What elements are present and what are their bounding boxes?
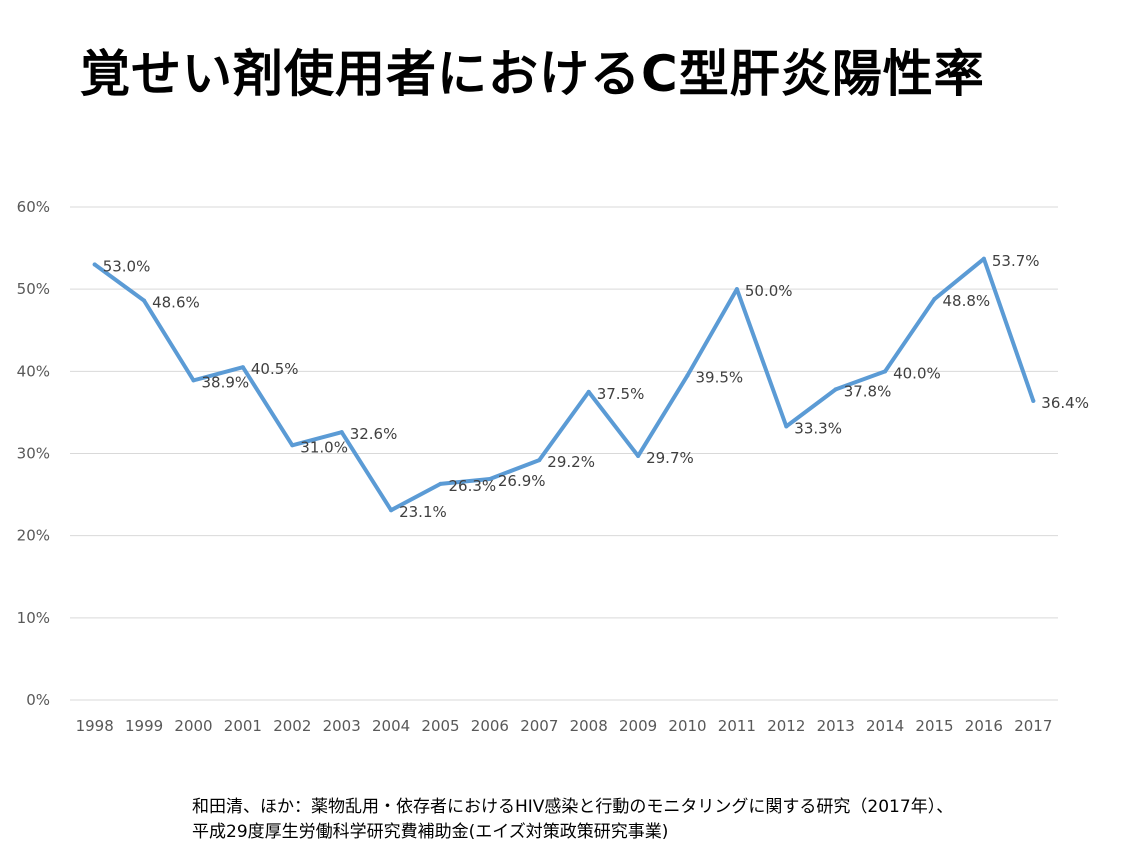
data-label: 40.5% [251, 360, 299, 378]
data-label: 32.6% [350, 425, 398, 443]
data-label: 50.0% [745, 282, 793, 300]
y-tick-label: 40% [17, 362, 50, 380]
y-axis-ticks: 0% 10% 20% 30% 40% 50% 60% [17, 198, 50, 709]
data-point [537, 458, 542, 463]
data-label: 23.1% [399, 503, 447, 521]
x-tick-label: 2015 [915, 717, 953, 735]
source-citation: 和田清、ほか：薬物乱用・依存者におけるHIV感染と行動のモニタリングに関する研究… [192, 795, 953, 845]
data-point [290, 443, 295, 448]
data-label: 26.9% [498, 472, 546, 490]
data-label: 29.7% [646, 449, 694, 467]
data-point [586, 389, 591, 394]
data-point [438, 481, 443, 486]
y-tick-label: 20% [17, 527, 50, 545]
x-axis-ticks: 1998 1999 2000 2001 2002 2003 2004 2005 2006 2007… [76, 717, 1053, 735]
data-label: 48.6% [152, 294, 200, 312]
data-label: 40.0% [893, 364, 941, 382]
x-tick-label: 2010 [668, 717, 706, 735]
data-label: 38.9% [202, 373, 250, 391]
y-tick-label: 30% [17, 445, 50, 463]
data-point [240, 365, 245, 370]
data-point [636, 453, 641, 458]
data-point [734, 287, 739, 292]
x-tick-label: 2004 [372, 717, 410, 735]
data-point [685, 373, 690, 378]
data-label: 39.5% [696, 368, 744, 386]
x-tick-label: 2012 [767, 717, 805, 735]
x-tick-label: 1998 [76, 717, 114, 735]
data-point [784, 424, 789, 429]
x-tick-label: 2013 [817, 717, 855, 735]
data-label: 37.8% [844, 382, 892, 400]
data-point [191, 378, 196, 383]
data-point [932, 297, 937, 302]
x-tick-label: 2003 [323, 717, 361, 735]
source-line-1: 和田清、ほか：薬物乱用・依存者におけるHIV感染と行動のモニタリングに関する研究… [192, 797, 954, 817]
data-label: 48.8% [943, 292, 991, 310]
data-labels: 53.0%48.6% 38.9%40.5% 31.0%32.6% 23.1%26.3%… [92, 252, 1089, 521]
line-chart: 0% 10% 20% 30% 40% 50% 60% 1998 1999 2000 2001 200… [17, 198, 1089, 735]
x-tick-label: 2001 [224, 717, 262, 735]
x-tick-label: 2009 [619, 717, 657, 735]
data-label: 26.3% [449, 477, 497, 495]
x-tick-label: 2006 [471, 717, 509, 735]
data-point [142, 298, 147, 303]
x-tick-label: 2014 [866, 717, 904, 735]
data-label: 37.5% [597, 385, 645, 403]
y-tick-label: 0% [26, 691, 50, 709]
page-title: 覚せい剤使用者におけるC型肝炎陽性率 [80, 45, 985, 103]
y-tick-label: 10% [17, 609, 50, 627]
data-point [339, 430, 344, 435]
data-point [92, 262, 97, 267]
series-line [92, 256, 1036, 513]
x-tick-label: 2017 [1014, 717, 1052, 735]
data-point [1031, 398, 1036, 403]
data-point [883, 369, 888, 374]
data-label: 53.0% [103, 258, 151, 276]
x-tick-label: 2007 [520, 717, 558, 735]
y-tick-label: 50% [17, 280, 50, 298]
source-line-2: 平成29度厚生労働科学研究費補助金(エイズ対策政策研究事業) [192, 822, 669, 842]
x-tick-label: 1999 [125, 717, 163, 735]
data-point [833, 387, 838, 392]
data-label: 31.0% [300, 438, 348, 456]
x-tick-label: 2016 [965, 717, 1003, 735]
x-tick-label: 2002 [273, 717, 311, 735]
data-label: 36.4% [1041, 394, 1089, 412]
data-label: 29.2% [547, 453, 595, 471]
y-tick-label: 60% [17, 198, 50, 216]
x-tick-label: 2005 [421, 717, 459, 735]
data-label: 53.7% [992, 252, 1040, 270]
data-point [487, 476, 492, 481]
data-point [389, 508, 394, 513]
data-point [981, 256, 986, 261]
data-label: 33.3% [794, 419, 842, 437]
x-tick-label: 2008 [570, 717, 608, 735]
x-tick-label: 2000 [174, 717, 212, 735]
x-tick-label: 2011 [718, 717, 756, 735]
